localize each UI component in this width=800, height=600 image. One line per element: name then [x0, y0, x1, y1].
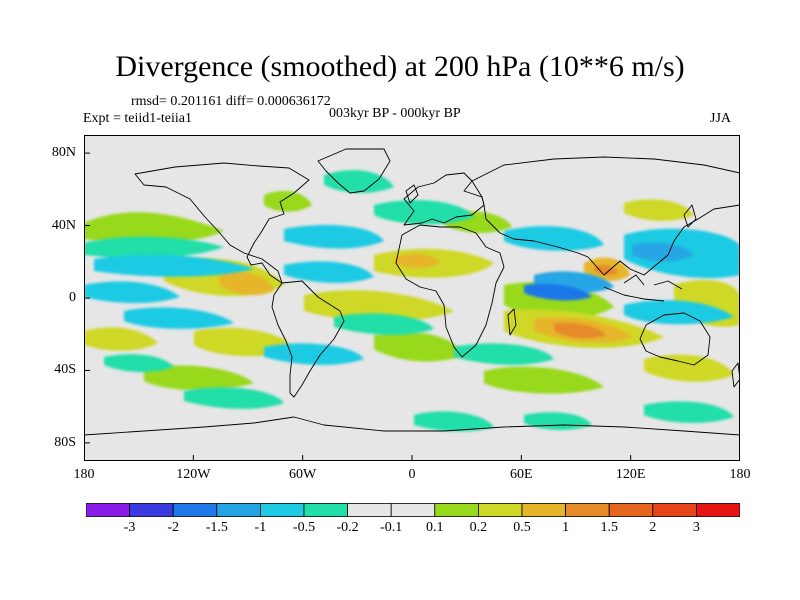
lon-label-180: 180 [729, 467, 751, 482]
colorbar-label: 1.5 [600, 520, 618, 535]
coastline-asia [471, 156, 740, 276]
colorbar-label: -0.2 [336, 520, 359, 535]
negative-patch [94, 254, 254, 277]
lat-label-80s: 80S [54, 434, 76, 450]
coastline-north-america [134, 162, 310, 284]
colorbar-box [477, 503, 523, 517]
colorbar-label: -0.1 [380, 520, 403, 535]
negative-patch [104, 354, 174, 373]
lat-label-0: 0 [69, 290, 76, 305]
positive-patch [554, 322, 606, 339]
negative-patch [624, 300, 734, 325]
colorbar-box [347, 503, 392, 517]
negative-patch [84, 236, 224, 258]
negative-patch [284, 225, 384, 249]
negative-patch [644, 401, 734, 423]
colorbar-label: 3 [692, 520, 700, 535]
coastline-antarctica [84, 416, 740, 436]
positive-patch [144, 365, 254, 391]
positive-patch [264, 190, 312, 212]
positive-patch [484, 366, 604, 394]
coastline-africa [395, 224, 505, 358]
plot-title: Divergence (smoothed) at 200 hPa (10**6 … [115, 50, 685, 83]
colorbar-box [434, 503, 479, 517]
colorbar [86, 503, 740, 517]
axis-ticks [84, 152, 740, 461]
negative-patch [524, 283, 592, 301]
negative-patch [454, 343, 554, 365]
coastline-japan [683, 204, 697, 228]
stats-line: rmsd= 0.201161 diff= 0.000636172 [131, 94, 331, 109]
coastline-greenland [317, 148, 391, 194]
experiment-label: Expt = teiid1-teiia1 [83, 111, 192, 126]
positive-patch [374, 331, 464, 362]
coastline-south-america [271, 280, 345, 398]
positive-patch [84, 212, 224, 244]
colorbar-box [172, 503, 218, 517]
lat-label-40s: 40S [54, 362, 76, 378]
colorbar-box [390, 503, 436, 517]
colorbar-label: -2 [167, 520, 180, 535]
positive-patch [644, 354, 734, 382]
colorbar-label: -3 [123, 520, 136, 535]
colorbar-label: 2 [649, 520, 657, 535]
negative-patch [414, 411, 494, 432]
positive-patch [219, 271, 274, 296]
colorbar-box [565, 503, 610, 517]
lon-label-180: 180 [73, 467, 95, 482]
colorbar-box [216, 503, 261, 517]
coastlines [84, 148, 740, 436]
colorbar-box [86, 503, 130, 517]
positive-patch [394, 253, 440, 269]
colorbar-box [129, 503, 174, 517]
lat-label-40n: 40N [51, 217, 76, 233]
map-panel [84, 135, 740, 461]
negative-patch [284, 261, 374, 283]
lon-label-0: 0 [408, 467, 416, 482]
coastline-uk [405, 184, 419, 204]
lon-label-120w: 120W [176, 467, 211, 482]
negative-patch [324, 170, 394, 193]
negative-patch [504, 226, 604, 251]
colorbar-label: 1 [562, 520, 570, 535]
positive-patch [624, 199, 694, 221]
lon-label-120e: 120E [615, 467, 646, 482]
lat-label-80n: 80N [51, 145, 76, 161]
colorbar-label: -0.5 [292, 520, 316, 535]
colorbar-box [521, 503, 566, 517]
negative-patch [334, 313, 434, 335]
negative-patch [84, 281, 180, 304]
lon-label-60e: 60E [510, 467, 533, 482]
negative-patch [124, 307, 234, 329]
colorbar-label: 0.2 [469, 520, 488, 535]
season-label: JJA [710, 111, 732, 126]
coastline-new-zealand [731, 362, 740, 388]
colorbar-box [696, 503, 740, 517]
coastline-indonesia [603, 274, 683, 302]
colorbar-box [303, 503, 348, 517]
period-label: 003kyr BP - 000kyr BP [329, 106, 461, 121]
negative-patch [374, 200, 474, 225]
colorbar-label: 0.5 [513, 520, 531, 535]
colorbar-label: 0.1 [426, 520, 444, 535]
coastline-europe [403, 172, 485, 226]
positive-patch [84, 327, 158, 351]
coastline-australia [639, 312, 711, 366]
divergence-map [84, 135, 740, 461]
coastline-madagascar [507, 308, 517, 336]
colorbar-label: -1.5 [205, 520, 228, 535]
lon-label-60w: 60W [289, 467, 317, 482]
colorbar-box [259, 503, 305, 517]
colorbar-box [652, 503, 697, 517]
colorbar-box [608, 503, 654, 517]
colorbar-label: -1 [254, 520, 267, 535]
negative-patch [632, 242, 694, 262]
negative-patch [184, 387, 284, 409]
